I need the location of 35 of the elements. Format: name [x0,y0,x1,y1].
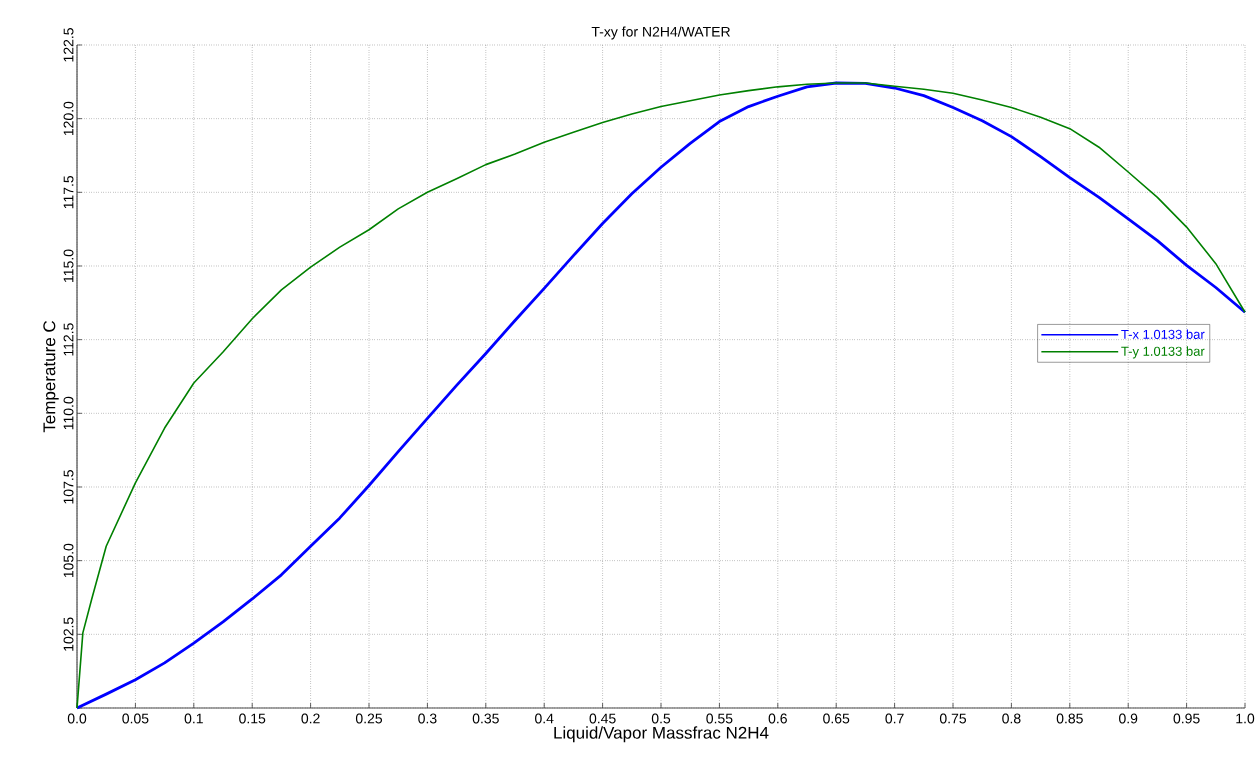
x-tick-label: 0.65 [823,713,850,724]
x-tick-label: 0.55 [706,713,733,724]
y-tick-label: 120.0 [63,101,74,136]
x-tick-label: 0.25 [355,713,383,724]
x-tick-label: 0.1 [184,713,203,724]
x-tick-label: 1.0 [1236,713,1255,724]
x-tick-label: 0.7 [885,713,904,724]
x-tick-label: 0.95 [1173,713,1200,724]
y-tick-label: 107.5 [63,470,74,504]
x-tick-label: 0.4 [535,713,554,724]
x-tick-label: 0.9 [1119,713,1138,724]
y-tick-label: 105.0 [63,543,74,578]
text: T-y 1.0133 bar [1121,346,1205,359]
y-tick-label: 102.5 [63,617,74,651]
x-tick-label: 0.45 [589,713,616,724]
x-tick-label: 0.6 [768,713,787,724]
x-tick-label: 0.15 [239,713,266,724]
y-tick-label: 122.5 [63,28,74,62]
y-axis-title: Temperature C [43,320,59,433]
chart-title: T-xy for N2H4/WATER [591,26,730,40]
x-tick-label: 0.05 [122,713,149,724]
x-tick-label: 0.35 [472,713,499,724]
x-tick-label: 0.75 [939,713,967,724]
x-tick-label: 0.8 [1002,713,1021,724]
x-tick-label: 0.2 [301,713,320,724]
x-tick-label: 0.3 [418,713,437,724]
y-tick-label: 110.0 [63,396,74,430]
x-axis-title: Liquid/Vapor Massfrac N2H4 [554,726,769,743]
x-tick-label: 0.0 [67,713,87,724]
y-tick-label: 115.0 [63,249,74,282]
y-tick-label: 112.5 [63,323,74,356]
x-tick-label: 0.5 [651,713,671,724]
x-tick-label: 0.85 [1056,713,1083,724]
text: T-x 1.0133 bar [1121,329,1205,339]
y-tick-label: 117.5 [63,175,74,209]
